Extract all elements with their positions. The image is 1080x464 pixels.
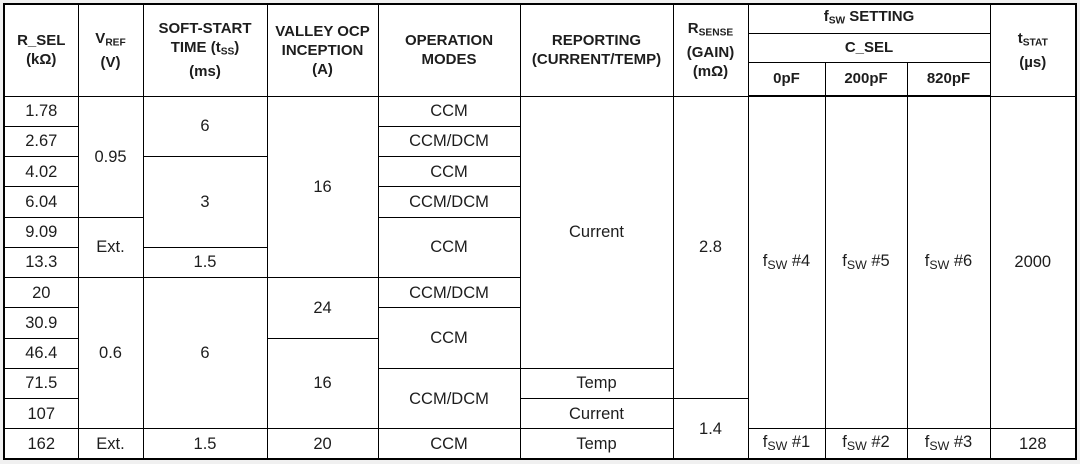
fsw-200pf-cell: fSW #2 <box>824 428 908 460</box>
mode-cell: CCM/DCM <box>377 367 521 430</box>
header-c-sel-820pf: 820pF <box>906 61 991 97</box>
tss-cell: 6 <box>142 95 268 157</box>
header-fsw-setting: fSW SETTING <box>747 3 991 34</box>
header-t-stat: tSTAT (µs) <box>989 3 1077 97</box>
tstat-cell: 128 <box>989 428 1077 460</box>
mode-cell: CCM <box>377 216 521 278</box>
header-line: INCEPTION <box>281 41 364 59</box>
table-row: 2.67 CCM/DCM <box>3 125 1076 158</box>
header-line: (GAIN) <box>686 44 735 62</box>
fsw-820pf-cell: fSW #3 <box>906 428 991 460</box>
table-header: R_SEL (kΩ) VREF (V) SOFT-START TIME (tSS… <box>3 3 1077 97</box>
header-r-sense: RSENSE (GAIN) (mΩ) <box>672 3 749 97</box>
fsw-200pf-cell: fSW #5 <box>824 95 908 430</box>
header-line: R_SEL <box>17 32 66 50</box>
table-row: 30.9 CCM <box>3 307 1076 369</box>
rsel-cell: 20 <box>3 276 79 309</box>
rsel-cell: 9.09 <box>3 216 79 248</box>
header-line: (mΩ) <box>692 63 729 81</box>
table-row: 71.5 CCM/DCM Temp <box>3 367 1076 430</box>
rsel-cell: 13.3 <box>3 246 79 279</box>
reporting-cell: Temp <box>519 428 674 460</box>
table-row: 13.3 1.5 <box>3 246 1076 279</box>
mode-cell: CCM <box>377 428 521 460</box>
rsel-cell: 107 <box>3 397 79 430</box>
vref-cell: 0.6 <box>77 276 144 430</box>
header-line: SOFT-START <box>158 20 252 38</box>
tss-cell: 1.5 <box>142 246 268 279</box>
header-line: OPERATION <box>404 32 494 50</box>
header-r-sel: R_SEL (kΩ) <box>3 3 79 97</box>
mode-cell: CCM <box>377 307 521 369</box>
mode-cell: CCM/DCM <box>377 125 521 158</box>
header-line: RSENSE <box>687 20 734 40</box>
header-line: TIME (tSS) <box>170 39 240 59</box>
vref-cell: 0.95 <box>77 95 144 218</box>
mode-cell: CCM/DCM <box>377 276 521 309</box>
header-line: REPORTING <box>551 32 642 50</box>
mode-cell: CCM <box>377 155 521 188</box>
rsel-cell: 30.9 <box>3 307 79 339</box>
table-row: 9.09 Ext. CCM <box>3 216 1076 278</box>
fsw-0pf-cell: fSW #4 <box>747 95 826 430</box>
tss-cell: 6 <box>142 276 268 430</box>
header-valley-ocp: VALLEY OCP INCEPTION (A) <box>266 3 379 97</box>
tstat-cell: 2000 <box>989 95 1077 430</box>
resistor-decode-table: R_SEL (kΩ) VREF (V) SOFT-START TIME (tSS… <box>3 3 1078 460</box>
reporting-cell: Current <box>519 95 674 369</box>
header-c-sel-0pf: 0pF <box>747 61 826 97</box>
ocp-cell: 16 <box>266 95 379 278</box>
mode-cell: CCM/DCM <box>377 186 521 218</box>
header-line: (kΩ) <box>26 51 57 69</box>
rsel-cell: 1.78 <box>3 95 79 127</box>
rsense-cell: 1.4 <box>672 398 749 460</box>
header-line: MODES <box>421 51 477 69</box>
rsel-cell: 71.5 <box>3 367 79 400</box>
reporting-cell: Temp <box>519 367 674 400</box>
tss-cell: 1.5 <box>142 428 268 460</box>
table-row: 46.4 16 <box>3 337 1076 430</box>
table-row: 162 Ext. 1.5 20 CCM Temp fSW #1 fSW #2 f… <box>3 428 1077 460</box>
header-v-ref: VREF (V) <box>77 3 144 97</box>
rsel-cell: 162 <box>3 428 79 460</box>
reporting-cell: Current <box>519 397 674 430</box>
header-soft-start-time: SOFT-START TIME (tSS) (ms) <box>142 3 268 97</box>
header-line: (µs) <box>1019 53 1047 71</box>
mode-cell: CCM <box>377 95 521 127</box>
header-c-sel-200pf: 200pF <box>824 61 908 97</box>
rsense-cell: 2.8 <box>672 95 749 399</box>
table-row: 4.02 3 CCM <box>3 155 1076 248</box>
ocp-cell: 16 <box>266 337 379 430</box>
rsel-cell: 4.02 <box>3 155 79 188</box>
rsel-cell: 6.04 <box>3 186 79 218</box>
ocp-cell: 24 <box>266 277 379 339</box>
header-c-sel: C_SEL <box>747 32 991 63</box>
header-line: VALLEY OCP <box>275 22 370 40</box>
header-line: (CURRENT/TEMP) <box>531 51 662 69</box>
header-line: (ms) <box>189 63 221 81</box>
header-line: VREF <box>95 29 126 49</box>
ocp-cell: 20 <box>266 428 379 460</box>
rsel-cell: 46.4 <box>3 337 79 369</box>
fsw-0pf-cell: fSW #1 <box>747 428 826 460</box>
header-line: (A) <box>312 60 333 78</box>
table-row: 6.04 CCM/DCM <box>3 186 1076 218</box>
table-body: 1.78 0.95 6 16 CCM Current 2.8 fSW #4 fS… <box>3 95 1077 460</box>
header-operation-modes: OPERATION MODES <box>377 3 521 97</box>
header-line: tSTAT <box>1017 29 1048 49</box>
rsel-cell: 2.67 <box>3 125 79 158</box>
header-reporting: REPORTING (CURRENT/TEMP) <box>519 3 674 97</box>
fsw-820pf-cell: fSW #6 <box>906 95 991 430</box>
vref-cell: Ext. <box>77 216 144 278</box>
tss-cell: 3 <box>142 156 268 248</box>
header-line: (V) <box>100 53 121 71</box>
vref-cell: Ext. <box>77 428 144 460</box>
table-row: 1.78 0.95 6 16 CCM Current 2.8 fSW #4 fS… <box>3 95 1077 430</box>
